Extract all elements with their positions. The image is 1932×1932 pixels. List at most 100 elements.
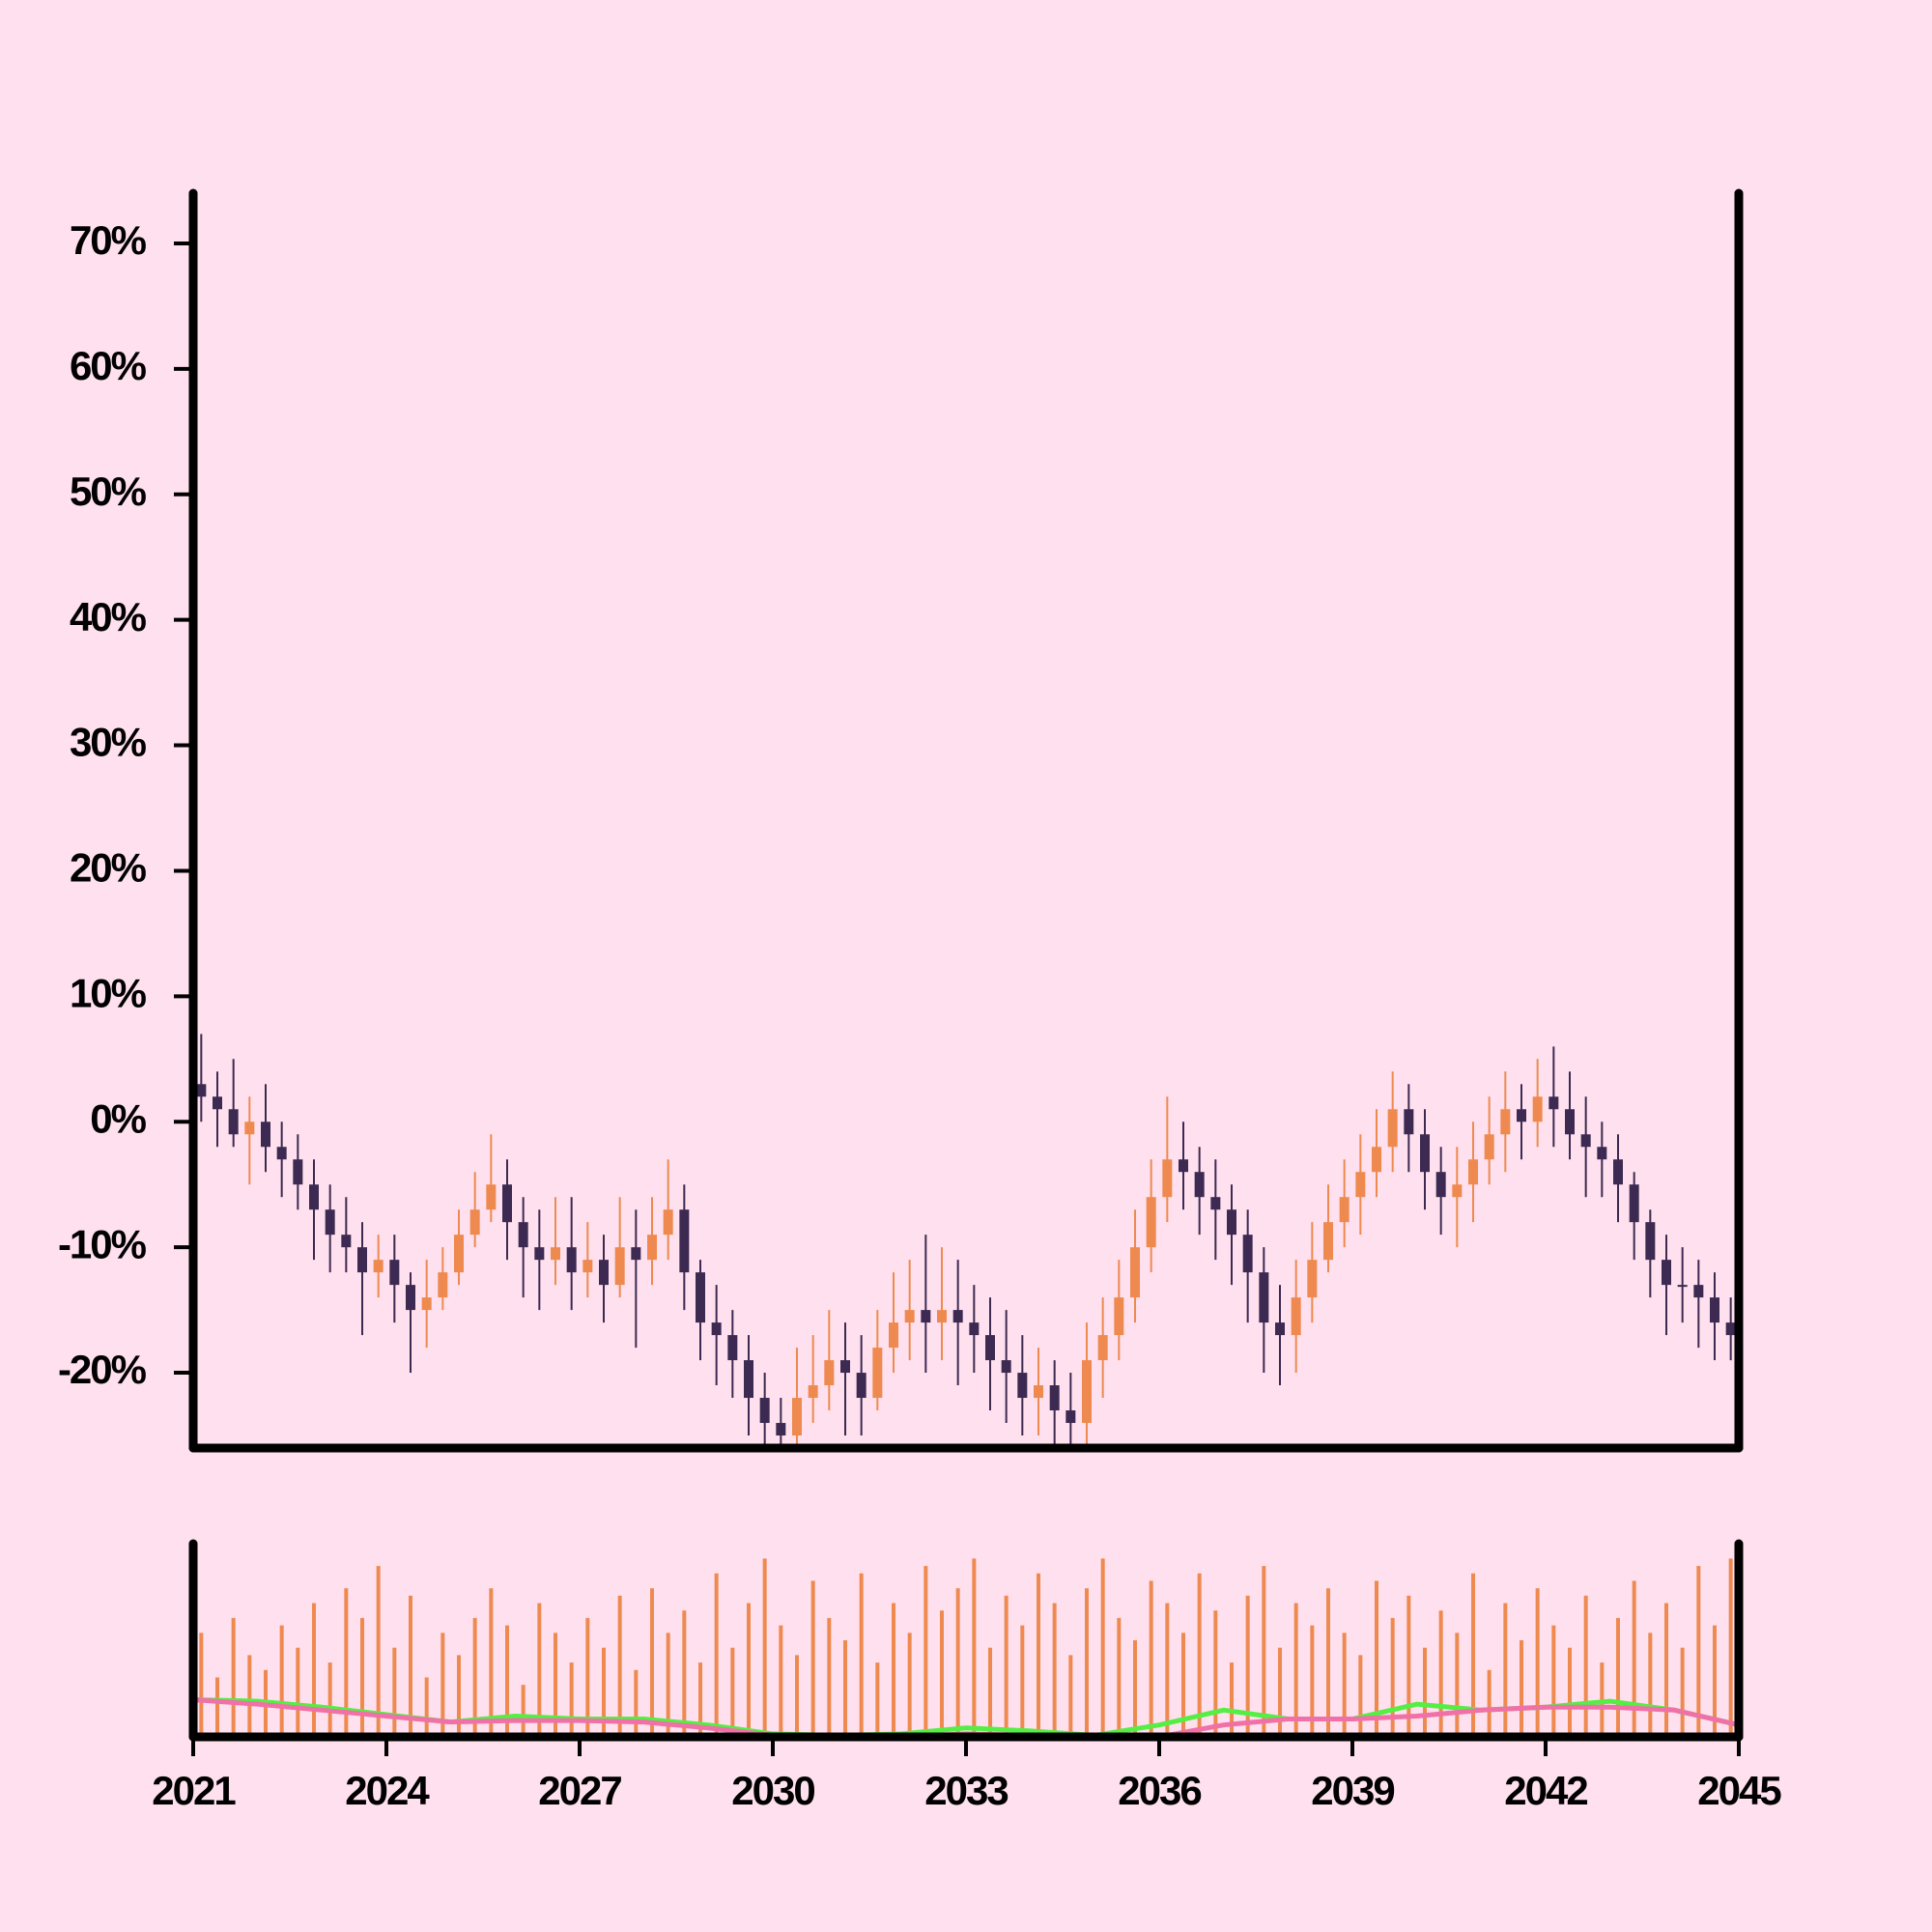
volume-bar <box>585 1617 590 1737</box>
candle-body <box>744 1360 753 1399</box>
volume-bar <box>344 1588 349 1737</box>
candle-body <box>293 1159 303 1185</box>
volume-bar <box>1326 1588 1330 1737</box>
candle-body <box>1645 1222 1656 1261</box>
x-tick-label: 2024 <box>345 1768 430 1813</box>
candle-body <box>244 1122 255 1135</box>
candle-body <box>1517 1109 1526 1122</box>
volume-bar <box>1068 1655 1073 1737</box>
candle-body <box>566 1247 577 1273</box>
candle-body <box>1677 1285 1688 1288</box>
candle-body <box>1210 1197 1221 1210</box>
candle-body <box>937 1310 947 1323</box>
candle-body <box>1291 1297 1301 1336</box>
candle-body <box>1194 1172 1205 1198</box>
candle-body <box>1001 1360 1011 1374</box>
candle-body <box>406 1285 415 1311</box>
volume-bar <box>1133 1640 1137 1737</box>
volume-bar <box>1165 1603 1170 1737</box>
volume-bar <box>682 1610 687 1737</box>
candle-body <box>1323 1222 1333 1261</box>
candle-body <box>1725 1322 1736 1336</box>
candle-body <box>1017 1373 1028 1399</box>
x-tick-label: 2036 <box>1118 1768 1201 1813</box>
candle-body <box>1452 1184 1463 1198</box>
volume-bar <box>698 1662 702 1737</box>
candle-body <box>1065 1410 1076 1424</box>
candle-body <box>808 1385 818 1399</box>
volume-bar <box>1004 1595 1009 1737</box>
x-tick-label: 2021 <box>152 1768 236 1813</box>
volume-bar <box>907 1633 912 1737</box>
volume-bar <box>810 1580 815 1737</box>
candle-body <box>421 1297 432 1311</box>
y-tick-label: -20% <box>58 1347 147 1392</box>
volume-bar <box>537 1603 542 1737</box>
candle-body <box>228 1109 239 1135</box>
candle-body <box>663 1209 673 1236</box>
volume-bar <box>296 1647 300 1737</box>
volume-bar <box>940 1610 944 1737</box>
volume-bar <box>1020 1625 1025 1737</box>
volume-bar <box>1455 1633 1460 1737</box>
candle-body <box>1629 1184 1639 1223</box>
volume-bar <box>231 1617 236 1737</box>
volume-bar <box>521 1685 526 1737</box>
volume-bar <box>1390 1617 1395 1737</box>
volume-bar <box>827 1617 832 1737</box>
volume-bar <box>1583 1595 1588 1737</box>
volume-bar <box>472 1617 477 1737</box>
candle-body <box>1468 1159 1478 1185</box>
volume-bar <box>1245 1595 1250 1737</box>
volume-bar <box>1262 1566 1266 1737</box>
candle-body <box>469 1209 480 1236</box>
candle-body <box>969 1322 980 1336</box>
volume-bar <box>1423 1647 1427 1737</box>
volume-bar <box>457 1655 461 1737</box>
candle-body <box>582 1260 593 1273</box>
volume-bar <box>762 1558 767 1737</box>
candle-body <box>1532 1096 1543 1122</box>
volume-bar <box>988 1647 992 1737</box>
volume-bar <box>505 1625 509 1737</box>
y-tick-label: 70% <box>70 217 147 263</box>
volume-bar <box>875 1662 880 1737</box>
volume-bar <box>1375 1580 1378 1737</box>
y-tick-label: 0% <box>90 1095 146 1141</box>
x-tick-label: 2045 <box>1697 1768 1781 1813</box>
volume-bar <box>1278 1647 1282 1737</box>
volume-bar <box>779 1625 783 1737</box>
volume-bar <box>1213 1610 1218 1737</box>
candle-body <box>1049 1385 1060 1411</box>
volume-bar <box>1471 1573 1475 1737</box>
volume-bar <box>602 1647 606 1737</box>
volume-bar <box>1438 1610 1443 1737</box>
volume-bar <box>1551 1625 1556 1737</box>
candle-body <box>486 1184 497 1210</box>
y-tick-label: 10% <box>70 970 147 1015</box>
volume-bar <box>1310 1625 1315 1737</box>
volume-bar <box>1230 1662 1234 1737</box>
candle-body <box>438 1272 448 1298</box>
candle-body <box>824 1360 835 1386</box>
volume-bar <box>923 1566 928 1737</box>
candle-body <box>840 1360 850 1374</box>
volume-bar <box>279 1625 284 1737</box>
volume-bar <box>424 1677 429 1737</box>
candle-body <box>599 1260 609 1286</box>
candle-body <box>389 1260 400 1286</box>
x-tick-label: 2042 <box>1504 1768 1587 1813</box>
y-tick-label: 60% <box>70 343 147 388</box>
candle-body <box>1034 1385 1043 1399</box>
candle-body <box>759 1398 770 1424</box>
candle-body <box>696 1272 705 1323</box>
volume-bar <box>1293 1603 1298 1737</box>
volume-bar <box>617 1595 622 1737</box>
candle-body <box>1580 1134 1591 1148</box>
volume-bar <box>666 1633 670 1737</box>
candle-body <box>1693 1285 1704 1298</box>
volume-bar <box>955 1588 960 1737</box>
volume-bar <box>1728 1558 1733 1737</box>
volume-bar <box>1487 1669 1492 1737</box>
candle-body <box>325 1209 335 1236</box>
